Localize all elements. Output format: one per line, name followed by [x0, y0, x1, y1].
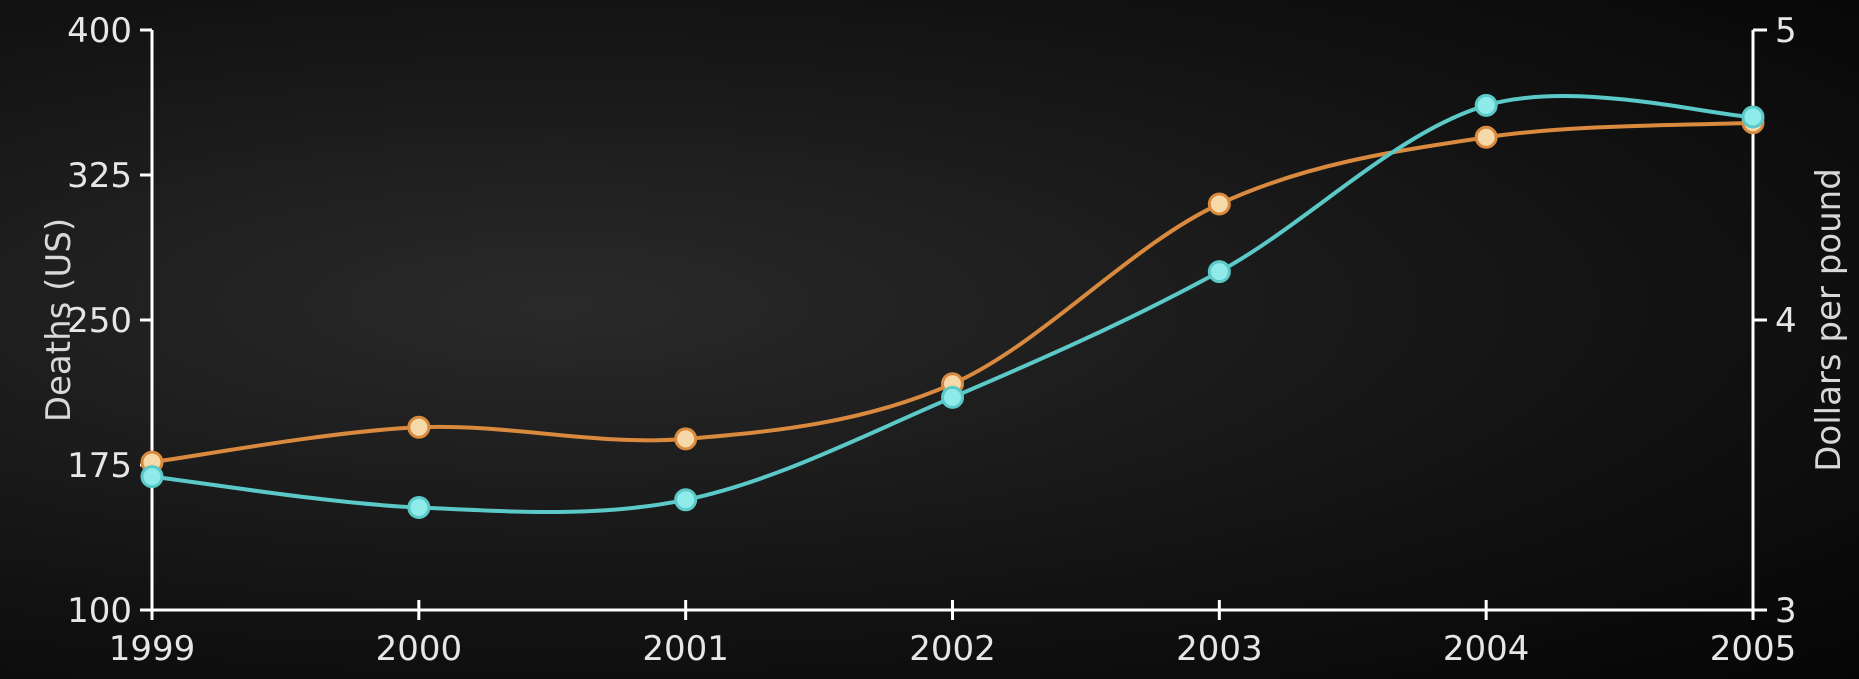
series-right: [140, 111, 1765, 474]
data-point: [140, 465, 164, 489]
right-y-tick-label: 5: [1775, 11, 1797, 51]
x-tick-label: 2002: [909, 629, 996, 669]
x-tick-label: 2003: [1176, 629, 1263, 669]
data-point: [1474, 93, 1498, 117]
data-point: [941, 385, 964, 409]
x-tick-label: 2004: [1443, 629, 1530, 669]
data-point: [1207, 192, 1231, 216]
data-point: [674, 427, 698, 451]
left-y-tick-label: 100: [67, 591, 132, 631]
series-group: [140, 93, 1765, 520]
data-point: [1741, 105, 1765, 129]
data-point: [1474, 125, 1498, 149]
data-point: [407, 496, 431, 520]
right-y-tick-label: 3: [1775, 591, 1797, 631]
left-y-tick-label: 325: [67, 156, 132, 196]
left-y-tick-label: 175: [67, 446, 132, 486]
left-axis-title: Deaths (US): [39, 218, 79, 422]
data-point: [674, 488, 698, 512]
x-tick-label: 1999: [109, 629, 196, 669]
series-line: [151, 120, 1754, 465]
x-tick-label: 2005: [1710, 629, 1797, 669]
series-line: [151, 94, 1754, 514]
data-point: [407, 415, 431, 439]
axes: [150, 30, 1755, 612]
right-y-tick-label: 4: [1775, 301, 1797, 341]
x-tick-label: 2001: [642, 629, 729, 669]
data-point: [1207, 260, 1231, 284]
right-axis-title: Dollars per pound: [1809, 168, 1849, 472]
series-left: [140, 93, 1765, 520]
x-tick-label: 2000: [376, 629, 463, 669]
left-y-tick-label: 400: [67, 11, 132, 51]
ticks: 1999 2000 2001 2002 2003 2004 2005 100 175 250 325…: [67, 11, 1797, 669]
left-y-tick-label: 250: [67, 301, 132, 341]
